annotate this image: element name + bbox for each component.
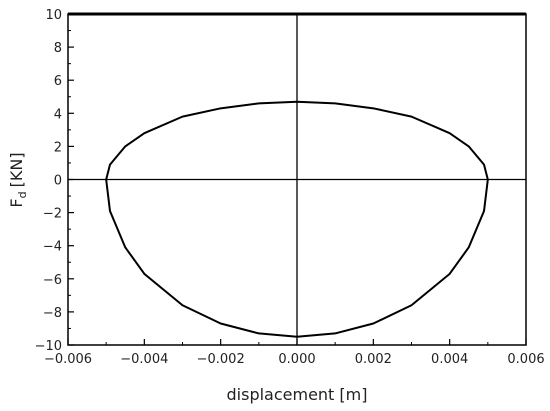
y-tick-label: −2 — [43, 207, 62, 222]
x-tick-label: 0.000 — [278, 352, 315, 367]
y-tick-label: 0 — [54, 174, 62, 189]
y-tick-label: −8 — [43, 306, 62, 321]
y-tick-label: 8 — [54, 41, 62, 56]
x-tick-label: −0.006 — [44, 352, 92, 367]
x-tick-label: 0.004 — [431, 352, 468, 367]
x-tick-label: −0.002 — [197, 352, 245, 367]
y-tick-label: 6 — [54, 74, 62, 89]
y-tick-label: −4 — [43, 240, 62, 255]
y-tick-label: −10 — [35, 339, 62, 354]
y-tick-label: 10 — [45, 8, 62, 23]
y-tick-label: 4 — [54, 107, 62, 122]
x-axis-label: displacement [m] — [227, 385, 368, 404]
y-label-unit: [KN] — [7, 152, 26, 187]
x-tick-label: 0.002 — [355, 352, 392, 367]
loop-curve — [105, 100, 489, 338]
y-label-subscript: d — [16, 191, 29, 198]
y-tick-label: 2 — [54, 140, 62, 155]
x-tick-label: −0.004 — [120, 352, 168, 367]
y-tick-label: −6 — [43, 273, 62, 288]
y-label-main: F — [7, 198, 26, 207]
y-axis-label: Fd [KN] — [7, 152, 29, 207]
x-tick-label: 0.006 — [507, 352, 544, 367]
